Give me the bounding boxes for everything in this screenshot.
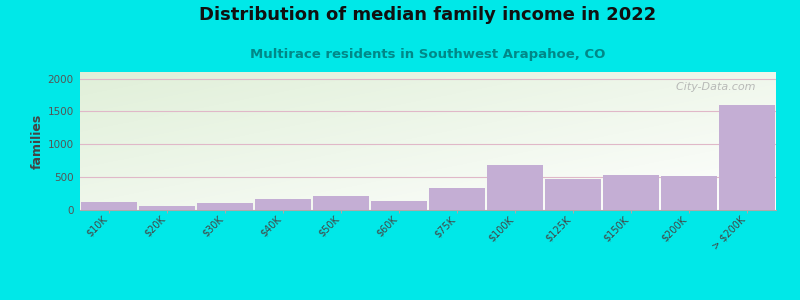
Text: Distribution of median family income in 2022: Distribution of median family income in … <box>199 6 657 24</box>
Bar <box>429 188 486 210</box>
Bar <box>81 202 138 210</box>
Bar <box>197 203 254 210</box>
Bar <box>602 175 659 210</box>
Bar <box>370 201 427 210</box>
Text: City-Data.com: City-Data.com <box>669 82 755 92</box>
Bar <box>486 165 543 210</box>
Y-axis label: families: families <box>30 113 43 169</box>
Bar <box>718 105 775 210</box>
Bar <box>138 206 195 210</box>
Bar <box>661 176 718 210</box>
Bar <box>313 196 370 210</box>
Bar <box>254 199 311 210</box>
Text: Multirace residents in Southwest Arapahoe, CO: Multirace residents in Southwest Arapaho… <box>250 48 606 61</box>
Bar <box>545 179 602 210</box>
